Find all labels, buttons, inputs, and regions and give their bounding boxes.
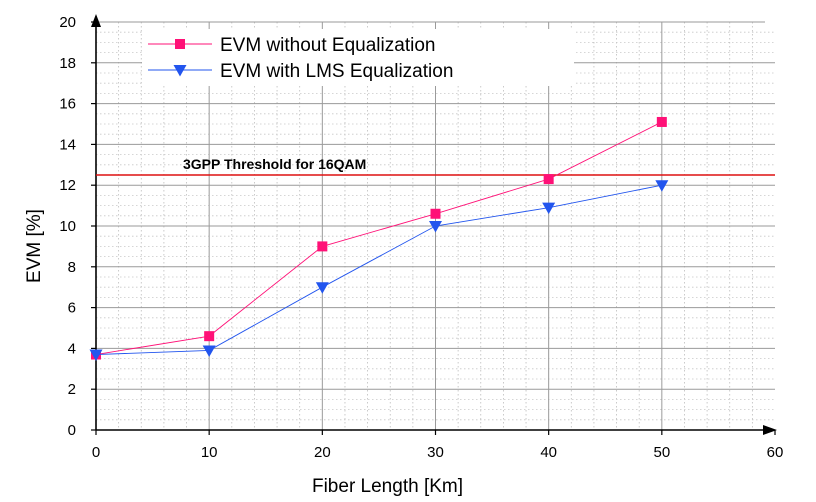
data-point — [543, 174, 554, 185]
data-point — [315, 282, 329, 294]
legend: EVM without Equalization EVM with LMS Equ… — [142, 29, 574, 86]
legend-box — [142, 29, 574, 86]
data-point — [430, 208, 441, 219]
x-axis-arrow-icon — [763, 425, 777, 435]
y-axis-arrow-icon — [91, 14, 101, 27]
series-line — [95, 184, 662, 355]
x-tick-label: 60 — [767, 444, 784, 461]
x-tick-label: 30 — [427, 444, 444, 461]
y-tick-label: 20 — [59, 14, 76, 31]
square-marker-icon — [175, 39, 185, 49]
y-tick-label: 16 — [59, 96, 76, 113]
data-point — [204, 331, 215, 342]
data-point — [429, 221, 442, 233]
data-point — [317, 241, 328, 252]
data-point — [89, 349, 103, 362]
x-tick-label: 40 — [540, 444, 557, 461]
x-tick-label: 20 — [314, 444, 331, 461]
y-tick-label: 6 — [68, 300, 76, 317]
threshold-label: 3GPP Threshold for 16QAM — [183, 156, 366, 172]
series-line — [95, 121, 663, 355]
legend-label: EVM with LMS Equalization — [220, 61, 453, 82]
y-tick-label: 14 — [59, 136, 76, 153]
y-tick-label: 12 — [59, 177, 76, 194]
y-axis-title: EVM [%] — [24, 209, 45, 283]
series-1 — [89, 180, 669, 362]
y-tick-label: 10 — [59, 218, 76, 235]
y-tick-label: 2 — [68, 381, 76, 398]
legend-label: EVM without Equalization — [220, 35, 435, 56]
y-tick-label: 18 — [59, 55, 76, 72]
series-0 — [91, 116, 667, 360]
x-tick-label: 10 — [201, 444, 218, 461]
data-point — [656, 116, 667, 127]
data-point — [655, 180, 669, 192]
y-tick-label: 4 — [68, 340, 76, 357]
x-tick-label: 50 — [653, 444, 670, 461]
data-point — [542, 202, 556, 215]
triangle-down-marker-icon — [173, 65, 187, 77]
y-tick-label: 0 — [68, 422, 76, 439]
x-tick-label: 0 — [92, 444, 100, 461]
y-tick-label: 8 — [68, 259, 76, 276]
data-point — [202, 345, 216, 357]
x-axis-title: Fiber Length [Km] — [312, 476, 463, 497]
